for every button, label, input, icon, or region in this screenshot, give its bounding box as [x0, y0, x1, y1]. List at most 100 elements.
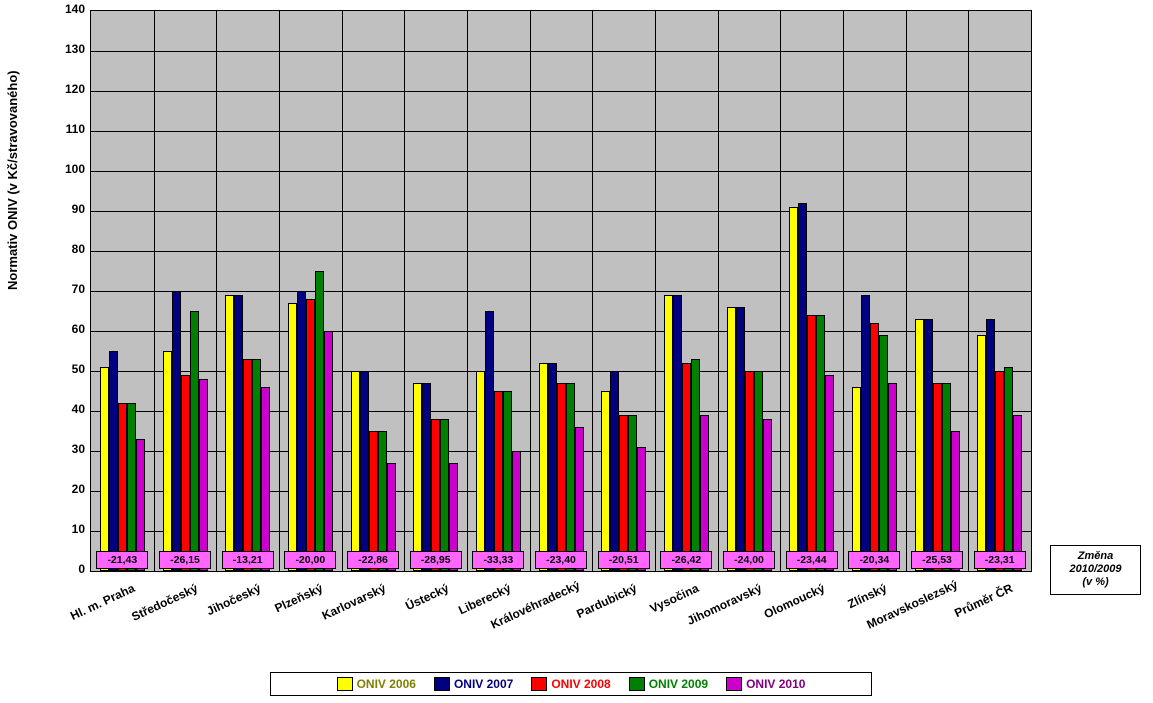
bar-oniv-2010	[261, 387, 270, 571]
bar-oniv-2006	[601, 391, 610, 571]
change-label: -24,00	[723, 551, 775, 569]
x-axis-categories: Hl. m. PrahaStředočeskýJihočeskýPlzeňský…	[90, 575, 1030, 645]
bar-oniv-2009	[503, 391, 512, 571]
bar-oniv-2007	[736, 307, 745, 571]
y-tick: 80	[60, 242, 85, 256]
bar-oniv-2008	[243, 359, 252, 571]
change-label: -26,42	[660, 551, 712, 569]
bar-oniv-2008	[870, 323, 879, 571]
bar-oniv-2006	[664, 295, 673, 571]
y-tick: 120	[60, 82, 85, 96]
y-tick: 20	[60, 482, 85, 496]
gridline-v	[655, 11, 656, 571]
bar-oniv-2007	[986, 319, 995, 571]
gridline-h	[91, 211, 1031, 212]
gridline-v	[342, 11, 343, 571]
bar-oniv-2006	[163, 351, 172, 571]
y-tick: 50	[60, 362, 85, 376]
gridline-h	[91, 131, 1031, 132]
gridline-h	[91, 291, 1031, 292]
change-label: -22,86	[347, 551, 399, 569]
bar-oniv-2010	[763, 419, 772, 571]
y-tick: 60	[60, 322, 85, 336]
y-tick: 90	[60, 202, 85, 216]
bar-oniv-2007	[360, 371, 369, 571]
bar-oniv-2006	[977, 335, 986, 571]
legend-label: ONIV 2010	[746, 677, 805, 691]
bar-oniv-2007	[673, 295, 682, 571]
gridline-h	[91, 51, 1031, 52]
bar-oniv-2007	[548, 363, 557, 571]
gridline-v	[467, 11, 468, 571]
legend: ONIV 2006 ONIV 2007 ONIV 2008 ONIV 2009 ONIV…	[270, 672, 872, 696]
legend-label: ONIV 2006	[357, 677, 416, 691]
gridline-v	[530, 11, 531, 571]
bar-oniv-2007	[172, 291, 181, 571]
legend-swatch	[337, 677, 353, 691]
bar-oniv-2007	[861, 295, 870, 571]
bar-oniv-2006	[852, 387, 861, 571]
bar-oniv-2008	[494, 391, 503, 571]
bar-oniv-2008	[745, 371, 754, 571]
legend-swatch	[434, 677, 450, 691]
bar-oniv-2006	[413, 383, 422, 571]
gridline-v	[906, 11, 907, 571]
bar-oniv-2006	[789, 207, 798, 571]
bar-oniv-2009	[378, 431, 387, 571]
bar-oniv-2009	[566, 383, 575, 571]
bar-oniv-2008	[369, 431, 378, 571]
bar-oniv-2007	[485, 311, 494, 571]
bar-oniv-2009	[440, 419, 449, 571]
change-label: -20,00	[284, 551, 336, 569]
bar-oniv-2006	[476, 371, 485, 571]
bar-oniv-2009	[1004, 367, 1013, 571]
gridline-h	[91, 91, 1031, 92]
bar-oniv-2009	[315, 271, 324, 571]
change-label: -21,43	[96, 551, 148, 569]
note-line3: (v %)	[1082, 576, 1108, 588]
y-tick: 40	[60, 402, 85, 416]
bar-oniv-2010	[888, 383, 897, 571]
bar-oniv-2009	[879, 335, 888, 571]
y-tick: 140	[60, 2, 85, 16]
legend-label: ONIV 2008	[551, 677, 610, 691]
bar-oniv-2010	[575, 427, 584, 571]
change-note: Změna 2010/2009 (v %)	[1050, 545, 1141, 595]
y-tick: 130	[60, 42, 85, 56]
legend-item: ONIV 2006	[337, 677, 416, 691]
bar-oniv-2008	[933, 383, 942, 571]
bar-oniv-2009	[691, 359, 700, 571]
legend-swatch	[531, 677, 547, 691]
gridline-h	[91, 251, 1031, 252]
legend-label: ONIV 2007	[454, 677, 513, 691]
bar-oniv-2007	[924, 319, 933, 571]
legend-swatch	[726, 677, 742, 691]
legend-item: ONIV 2008	[531, 677, 610, 691]
bar-oniv-2008	[118, 403, 127, 571]
bar-oniv-2007	[798, 203, 807, 571]
bar-oniv-2006	[351, 371, 360, 571]
gridline-v	[968, 11, 969, 571]
bar-oniv-2007	[610, 371, 619, 571]
y-tick: 70	[60, 282, 85, 296]
gridline-v	[718, 11, 719, 571]
bar-oniv-2008	[557, 383, 566, 571]
bar-oniv-2006	[539, 363, 548, 571]
bar-oniv-2006	[100, 367, 109, 571]
legend-label: ONIV 2009	[649, 677, 708, 691]
bar-oniv-2008	[181, 375, 190, 571]
y-tick: 10	[60, 522, 85, 536]
bar-oniv-2009	[190, 311, 199, 571]
bar-oniv-2006	[288, 303, 297, 571]
bar-oniv-2007	[297, 291, 306, 571]
oniv-bar-chart: Normativ ONIV (v Kč/stravovaného) -21,43…	[0, 0, 1153, 703]
bar-oniv-2009	[754, 371, 763, 571]
change-label: -23,40	[535, 551, 587, 569]
bar-oniv-2006	[727, 307, 736, 571]
bar-oniv-2007	[109, 351, 118, 571]
bar-oniv-2010	[700, 415, 709, 571]
y-axis-label: Normativ ONIV (v Kč/stravovaného)	[5, 70, 20, 290]
change-label: -28,95	[410, 551, 462, 569]
bar-oniv-2006	[225, 295, 234, 571]
y-tick: 110	[60, 122, 85, 136]
